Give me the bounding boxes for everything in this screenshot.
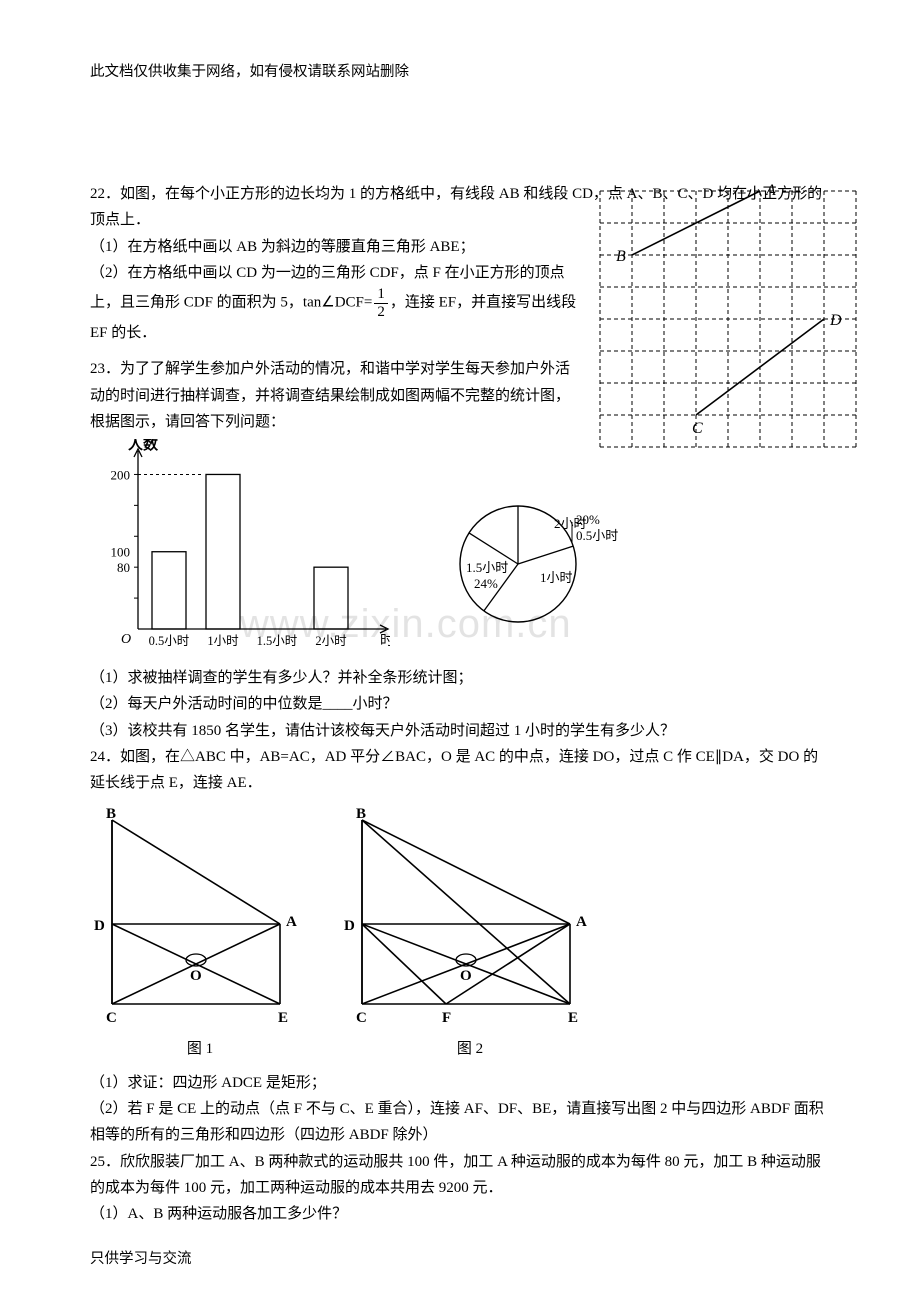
svg-text:80: 80	[117, 560, 130, 575]
svg-text:C: C	[692, 420, 703, 437]
svg-text:E: E	[278, 1010, 288, 1024]
grid-svg: A B C D	[590, 181, 880, 451]
svg-text:200: 200	[111, 467, 131, 482]
svg-text:A: A	[765, 182, 776, 199]
footer-note: 只供学习与交流	[90, 1247, 830, 1268]
q25-stem: 25．欣欣服装厂加工 A、B 两种款式的运动服共 100 件，加工 A 种运动服…	[90, 1149, 830, 1202]
svg-text:24%: 24%	[474, 576, 498, 591]
svg-text:A: A	[286, 914, 297, 930]
pie-chart: 2小时20%0.5小时1小时1.5小时24%	[418, 459, 618, 659]
svg-text:C: C	[356, 1010, 367, 1024]
fraction-icon: 12	[374, 286, 388, 320]
geom-fig-2: F O B D C A E	[340, 804, 600, 1024]
svg-text:B: B	[616, 248, 626, 265]
svg-text:1小时: 1小时	[207, 634, 239, 648]
svg-text:0.5小时: 0.5小时	[576, 528, 618, 543]
bar-chart: O 80100 200 0.5小时 1小时 1.5小时 2小时 人数时间	[100, 439, 390, 659]
fig2-caption: 图 2	[340, 1036, 600, 1062]
svg-text:100: 100	[111, 545, 131, 560]
svg-text:人数: 人数	[128, 439, 159, 453]
charts-row: www.zixin.com.cn O801002000.5小时1小时1.5小时2…	[100, 439, 830, 659]
svg-text:1.5小时: 1.5小时	[257, 634, 298, 648]
svg-text:A: A	[576, 914, 587, 930]
q22-part2: （2）在方格纸中画以 CD 为一边的三角形 CDF，点 F 在小正方形的顶点上，…	[90, 260, 580, 347]
svg-text:C: C	[106, 1010, 117, 1024]
geometry-figures: O B D C A E 图 1 F O B D C A E 图 2	[90, 804, 830, 1062]
svg-text:2小时: 2小时	[315, 634, 347, 648]
svg-text:D: D	[94, 918, 105, 934]
q25-part1: （1）A、B 两种运动服各加工多少件？	[90, 1201, 830, 1227]
svg-text:D: D	[344, 918, 355, 934]
svg-text:D: D	[829, 312, 842, 329]
question-22: 22．如图，在每个小正方形的边长均为 1 的方格纸中，有线段 AB 和线段 CD…	[90, 181, 830, 435]
q23-part3: （3）该校共有 1850 名学生，请估计该校每天户外活动时间超过 1 小时的学生…	[90, 718, 830, 744]
svg-text:时间: 时间	[380, 633, 390, 649]
svg-text:1小时: 1小时	[540, 570, 573, 585]
header-note: 此文档仅供收集于网络，如有侵权请联系网站删除	[90, 60, 830, 81]
q24-part2: （2）若 F 是 CE 上的动点（点 F 不与 C、E 重合），连接 AF、DF…	[90, 1096, 830, 1149]
q23-stem: 23．为了了解学生参加户外活动的情况，和谐中学对学生每天参加户外活动的时间进行抽…	[90, 356, 580, 435]
svg-text:20%: 20%	[576, 512, 600, 527]
svg-text:0.5小时: 0.5小时	[149, 634, 190, 648]
geom-fig-1: O B D C A E	[90, 804, 310, 1024]
q24-part1: （1）求证：四边形 ADCE 是矩形；	[90, 1070, 830, 1096]
svg-text:O: O	[190, 968, 202, 984]
svg-text:F: F	[442, 1010, 451, 1024]
q22-part1: （1）在方格纸中画以 AB 为斜边的等腰直角三角形 ABE；	[90, 234, 580, 260]
grid-figure: A B C D	[590, 181, 880, 460]
fig1-caption: 图 1	[90, 1036, 310, 1062]
q23-part1: （1）求被抽样调查的学生有多少人？并补全条形统计图；	[90, 665, 830, 691]
svg-text:1.5小时: 1.5小时	[466, 560, 508, 575]
svg-text:O: O	[121, 632, 131, 647]
svg-text:E: E	[568, 1010, 578, 1024]
svg-text:B: B	[356, 806, 366, 822]
q24-stem: 24．如图，在△ABC 中，AB=AC，AD 平分∠BAC，O 是 AC 的中点…	[90, 744, 830, 797]
svg-text:O: O	[460, 968, 472, 984]
svg-text:B: B	[106, 806, 116, 822]
q23-part2: （2）每天户外活动时间的中位数是____小时？	[90, 691, 830, 717]
